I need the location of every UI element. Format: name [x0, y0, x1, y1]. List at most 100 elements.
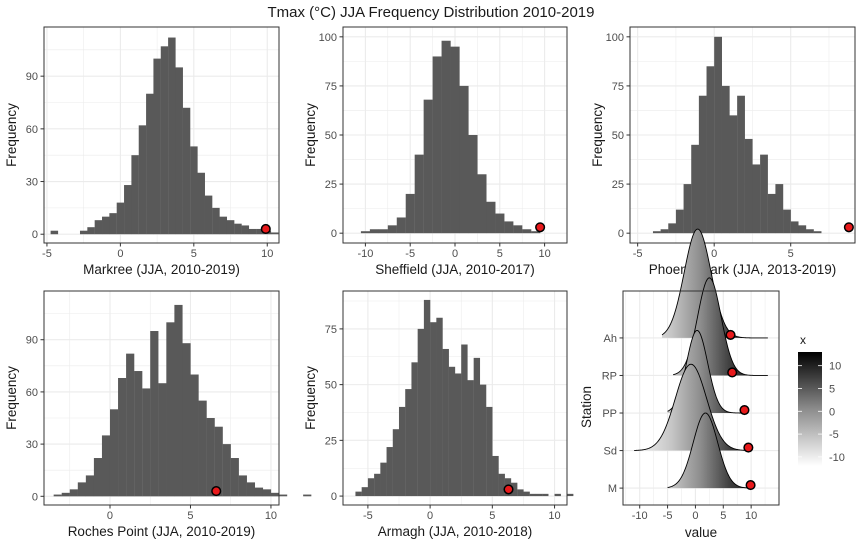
- histogram-bar: [146, 93, 154, 235]
- y-tick-label: 30: [26, 439, 38, 451]
- x-tick-label: 0: [427, 510, 433, 522]
- histogram-bar: [279, 494, 288, 497]
- histogram-bar: [69, 489, 78, 497]
- histogram-bar: [729, 115, 738, 234]
- x-tick-label: 10: [261, 248, 273, 260]
- y-tick-label: 0: [32, 229, 38, 241]
- histogram-bar: [134, 371, 143, 497]
- histogram-bar: [303, 494, 312, 497]
- histogram-bar: [198, 400, 207, 497]
- histogram-bar: [554, 493, 561, 497]
- y-tick-label: 60: [26, 124, 38, 136]
- histogram-bar: [441, 40, 451, 234]
- histogram-bar: [380, 462, 387, 497]
- panel-markree: -5 0 5 10 0 30 60 90 Markree (JJA, 2010-2019) Fre…: [4, 26, 280, 277]
- histogram-bar: [459, 85, 469, 234]
- histogram-bar: [798, 225, 807, 234]
- histogram-bar: [254, 487, 264, 497]
- histogram-bar: [517, 489, 524, 497]
- histogram-bar: [116, 202, 125, 235]
- histogram-bar: [378, 229, 388, 234]
- histogram-bar: [197, 172, 205, 235]
- observation-point: [535, 222, 546, 233]
- histogram-bar: [109, 213, 117, 235]
- histogram-bar: [256, 228, 264, 235]
- y-axis-label: Frequency: [303, 366, 318, 430]
- histogram-bar: [175, 67, 183, 235]
- x-tick-label: -5: [42, 248, 52, 260]
- histogram-bar: [248, 228, 257, 235]
- x-tick-label: 5: [720, 510, 726, 522]
- histogram-bar: [160, 46, 169, 235]
- y-tick-label: PP: [602, 408, 617, 420]
- histogram-bar: [399, 406, 406, 497]
- histogram-bar: [153, 58, 161, 235]
- histogram-bar: [190, 146, 198, 235]
- x-tick-label: 10: [548, 510, 560, 522]
- y-axis-label: Frequency: [590, 103, 605, 167]
- y-tick-label: 100: [606, 32, 624, 44]
- histogram-bar: [468, 135, 478, 234]
- histogram-bar: [131, 155, 139, 235]
- x-axis-label: Roches Point (JJA, 2010-2019): [68, 524, 256, 539]
- histogram-bar: [168, 37, 176, 235]
- histogram-bar: [783, 209, 791, 234]
- y-tick-label: 75: [325, 324, 337, 336]
- y-tick-label: 60: [26, 387, 38, 399]
- ridge-line-M: [667, 412, 752, 489]
- y-axis-label: Frequency: [4, 103, 19, 167]
- y-tick-label: 25: [612, 179, 624, 191]
- histogram-bar: [414, 154, 424, 234]
- y-tick-label: 30: [26, 177, 38, 189]
- histogram-bar: [53, 494, 62, 497]
- x-tick-label: 0: [107, 510, 113, 522]
- histogram-bar: [405, 193, 415, 234]
- ridge-area-Sd: [634, 364, 752, 451]
- y-tick-label: 100: [319, 32, 337, 44]
- histogram-bar: [542, 493, 549, 497]
- histogram-bar: [262, 489, 272, 497]
- histogram-bar: [374, 473, 381, 497]
- histogram-bar: [683, 184, 692, 234]
- y-tick-label: 0: [331, 491, 337, 503]
- histogram-bar: [432, 56, 442, 234]
- x-tick-label: 10: [745, 510, 757, 522]
- x-tick-label: 10: [538, 248, 550, 260]
- y-tick-label: Ah: [604, 333, 617, 345]
- histogram-bar: [360, 231, 371, 234]
- histogram-bar: [660, 229, 669, 234]
- histogram-bar: [126, 353, 135, 497]
- panel-roches: 0 5 10 0 30 60 90 Roches Point (JJA, 2010-2019)…: [4, 290, 312, 539]
- legend-colorbar: [798, 352, 822, 466]
- x-tick-label: 0: [711, 248, 717, 260]
- y-axis-label: Frequency: [4, 366, 19, 430]
- histogram-bar: [230, 458, 239, 497]
- histogram-bar: [652, 231, 661, 234]
- panel-border: [43, 26, 280, 244]
- histogram-bar: [775, 184, 784, 234]
- x-tick-label: -5: [633, 248, 643, 260]
- x-tick-label: 5: [187, 510, 193, 522]
- x-tick-label: 5: [788, 248, 794, 260]
- ridge-line-Sd: [634, 363, 752, 451]
- panel-border: [43, 290, 280, 506]
- histogram-bar: [270, 232, 279, 235]
- legend-title: x: [800, 333, 806, 347]
- x-tick-label: 0: [117, 248, 123, 260]
- ridge-area-Ah: [662, 229, 768, 338]
- legend: x 10 5 0 -5 -10: [798, 333, 845, 466]
- histogram-bar: [486, 406, 493, 497]
- histogram-bar: [219, 216, 228, 235]
- x-tick-label: 5: [497, 248, 503, 260]
- histogram-bar: [417, 328, 425, 497]
- histogram-bar: [511, 482, 518, 497]
- histogram-bar: [423, 299, 431, 497]
- histogram-bar: [94, 220, 103, 235]
- histogram-bar: [396, 217, 406, 234]
- y-axis-label: Frequency: [303, 103, 318, 167]
- histogram-bar: [79, 230, 88, 235]
- legend-tick-label: -5: [829, 429, 839, 441]
- y-tick-label: 75: [325, 81, 337, 93]
